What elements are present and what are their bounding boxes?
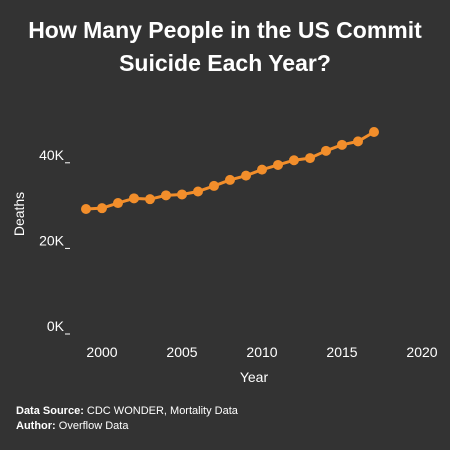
series-deaths xyxy=(81,126,379,215)
data-point-2012[interactable] xyxy=(289,155,299,166)
chart-title: How Many People in the US Commit Suicide… xyxy=(0,14,450,80)
x-tick-label-4: 2020 xyxy=(406,344,437,360)
x-tick-label-1: 2005 xyxy=(166,344,197,360)
data-point-2000[interactable] xyxy=(97,203,107,214)
data-point-2010[interactable] xyxy=(257,164,267,175)
data-point-2014[interactable] xyxy=(321,145,331,156)
y-tick-label-1: 20K xyxy=(39,232,65,248)
x-tick-label-3: 2015 xyxy=(326,344,357,360)
author-line: Author: Overflow Data xyxy=(16,419,238,434)
author-label: Author: xyxy=(16,420,56,432)
y-tick-label-2: 40K xyxy=(39,147,65,163)
y-tick-label-0: 0K xyxy=(47,318,65,334)
chart-title-line-1: How Many People in the US Commit xyxy=(28,17,422,43)
data-point-2001[interactable] xyxy=(113,198,123,209)
chart-title-line-2: Suicide Each Year? xyxy=(119,50,331,76)
data-point-2005[interactable] xyxy=(177,189,187,200)
data-point-1999[interactable] xyxy=(81,204,91,215)
data-source-line: Data Source: CDC WONDER, Mortality Data xyxy=(16,404,238,419)
data-point-2003[interactable] xyxy=(145,194,155,205)
author-value: Overflow Data xyxy=(58,420,129,432)
x-tick-label-0: 2000 xyxy=(86,344,117,360)
data-point-2008[interactable] xyxy=(225,174,235,185)
y-axis-label: Deaths xyxy=(11,192,27,236)
data-point-2013[interactable] xyxy=(305,153,315,164)
data-point-2015[interactable] xyxy=(337,139,347,150)
data-point-2011[interactable] xyxy=(273,159,283,170)
data-source-label: Data Source: xyxy=(16,405,84,417)
data-point-2016[interactable] xyxy=(353,136,363,147)
data-point-2017[interactable] xyxy=(369,126,379,137)
data-source-value: CDC WONDER, Mortality Data xyxy=(86,405,238,417)
data-point-2004[interactable] xyxy=(161,190,171,201)
data-point-2007[interactable] xyxy=(209,180,219,191)
data-point-2006[interactable] xyxy=(193,186,203,197)
data-point-2009[interactable] xyxy=(241,170,251,181)
x-axis-label: Year xyxy=(240,369,269,385)
data-point-2002[interactable] xyxy=(129,193,139,204)
chart-footer: Data Source: CDC WONDER, Mortality Data … xyxy=(16,404,238,434)
x-tick-label-2: 2010 xyxy=(246,344,277,360)
chart-axes: 0K 20K 40K 2000 2005 2010 2015 2020 xyxy=(39,147,438,360)
